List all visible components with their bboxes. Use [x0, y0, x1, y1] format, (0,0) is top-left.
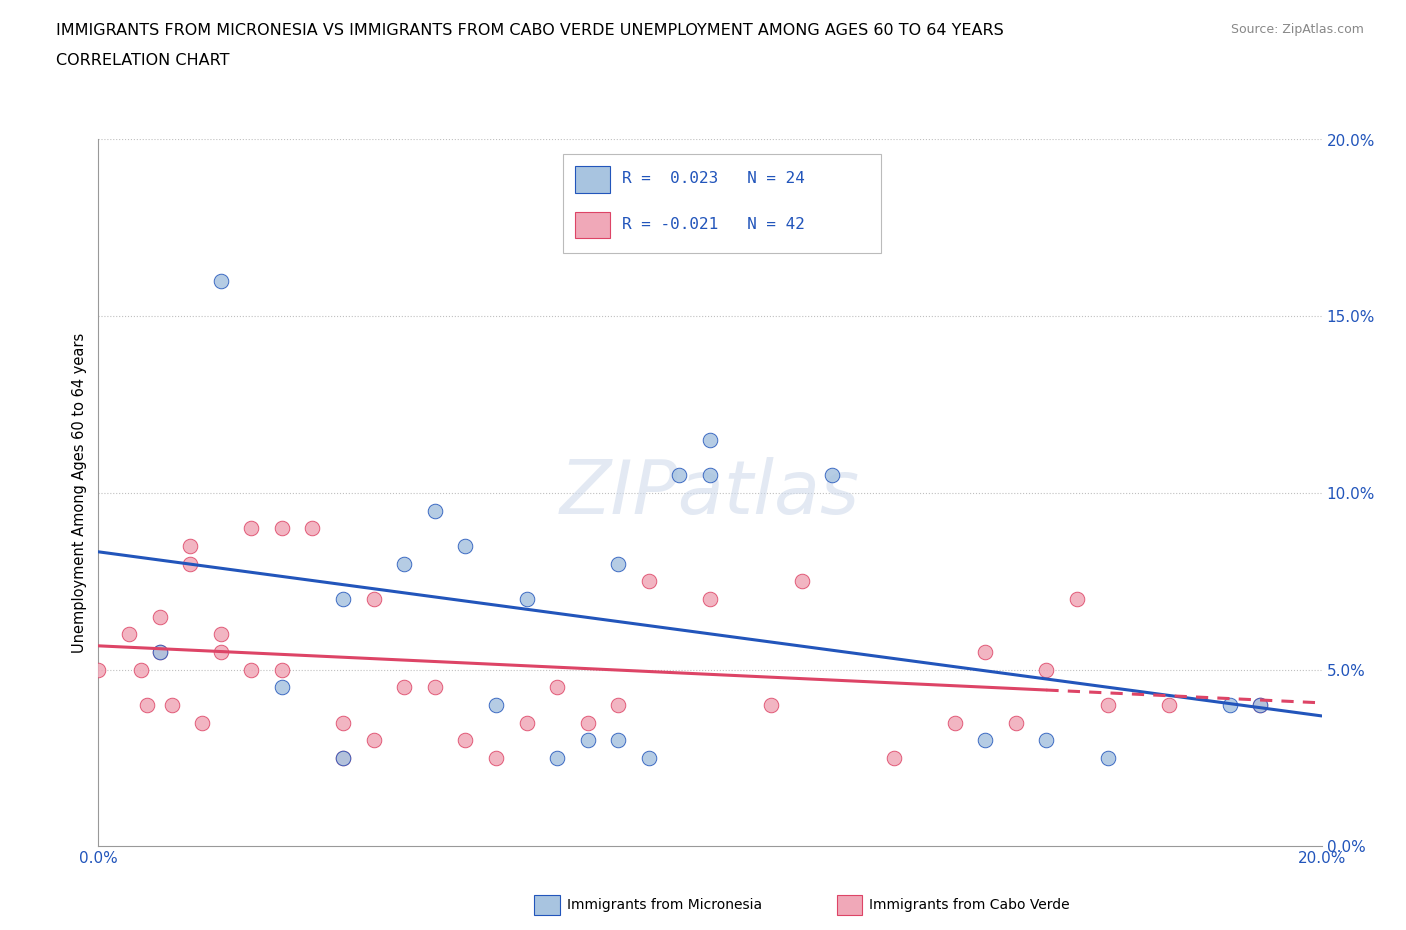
Point	[1035, 733, 1057, 748]
Point	[699, 432, 721, 447]
Point	[240, 521, 263, 536]
Point	[485, 751, 508, 765]
Point	[209, 627, 232, 642]
Bar	[575, 212, 610, 238]
Text: Source: ZipAtlas.com: Source: ZipAtlas.com	[1230, 23, 1364, 36]
Point	[392, 556, 416, 571]
Point	[454, 733, 477, 748]
Point	[240, 662, 263, 677]
FancyBboxPatch shape	[564, 153, 882, 253]
Point	[179, 556, 201, 571]
Point	[149, 644, 172, 659]
Point	[790, 574, 813, 589]
Point	[546, 680, 568, 695]
Point	[974, 644, 997, 659]
Bar	[575, 166, 610, 193]
Point	[209, 273, 232, 288]
Point	[136, 698, 159, 712]
Point	[129, 662, 152, 677]
Point	[270, 521, 292, 536]
Bar	[837, 895, 862, 915]
Point	[943, 715, 966, 730]
Point	[332, 715, 354, 730]
Point	[516, 591, 538, 606]
Text: IMMIGRANTS FROM MICRONESIA VS IMMIGRANTS FROM CABO VERDE UNEMPLOYMENT AMONG AGES: IMMIGRANTS FROM MICRONESIA VS IMMIGRANTS…	[56, 23, 1004, 38]
Point	[423, 680, 446, 695]
Point	[668, 468, 690, 483]
Point	[607, 556, 630, 571]
Point	[332, 751, 354, 765]
Point	[485, 698, 508, 712]
Point	[516, 715, 538, 730]
Point	[576, 715, 599, 730]
Point	[699, 468, 721, 483]
Point	[363, 591, 385, 606]
Point	[1035, 662, 1057, 677]
Point	[607, 698, 630, 712]
Point	[363, 733, 385, 748]
Point	[607, 733, 630, 748]
Point	[1097, 698, 1119, 712]
Point	[191, 715, 214, 730]
Point	[1097, 751, 1119, 765]
Point	[332, 751, 354, 765]
Point	[1066, 591, 1088, 606]
Point	[637, 751, 661, 765]
Text: Immigrants from Cabo Verde: Immigrants from Cabo Verde	[869, 897, 1070, 912]
Point	[637, 574, 661, 589]
Point	[821, 468, 844, 483]
Point	[87, 662, 110, 677]
Text: CORRELATION CHART: CORRELATION CHART	[56, 53, 229, 68]
Point	[149, 644, 172, 659]
Point	[576, 733, 599, 748]
Y-axis label: Unemployment Among Ages 60 to 64 years: Unemployment Among Ages 60 to 64 years	[72, 333, 87, 653]
Point	[1219, 698, 1241, 712]
Point	[759, 698, 782, 712]
Text: Immigrants from Micronesia: Immigrants from Micronesia	[567, 897, 762, 912]
Point	[270, 662, 292, 677]
Point	[118, 627, 141, 642]
Point	[209, 644, 232, 659]
Text: R =  0.023   N = 24: R = 0.023 N = 24	[621, 171, 804, 186]
Point	[454, 538, 477, 553]
Point	[699, 591, 721, 606]
Point	[1249, 698, 1271, 712]
Point	[149, 609, 172, 624]
Point	[974, 733, 997, 748]
Point	[883, 751, 905, 765]
Point	[301, 521, 323, 536]
Point	[392, 680, 416, 695]
Point	[160, 698, 183, 712]
Point	[179, 538, 201, 553]
Text: R = -0.021   N = 42: R = -0.021 N = 42	[621, 217, 804, 232]
Bar	[534, 895, 560, 915]
Point	[423, 503, 446, 518]
Point	[332, 591, 354, 606]
Point	[1004, 715, 1026, 730]
Point	[270, 680, 292, 695]
Text: ZIPatlas: ZIPatlas	[560, 457, 860, 529]
Point	[546, 751, 568, 765]
Point	[1249, 698, 1271, 712]
Point	[1157, 698, 1180, 712]
